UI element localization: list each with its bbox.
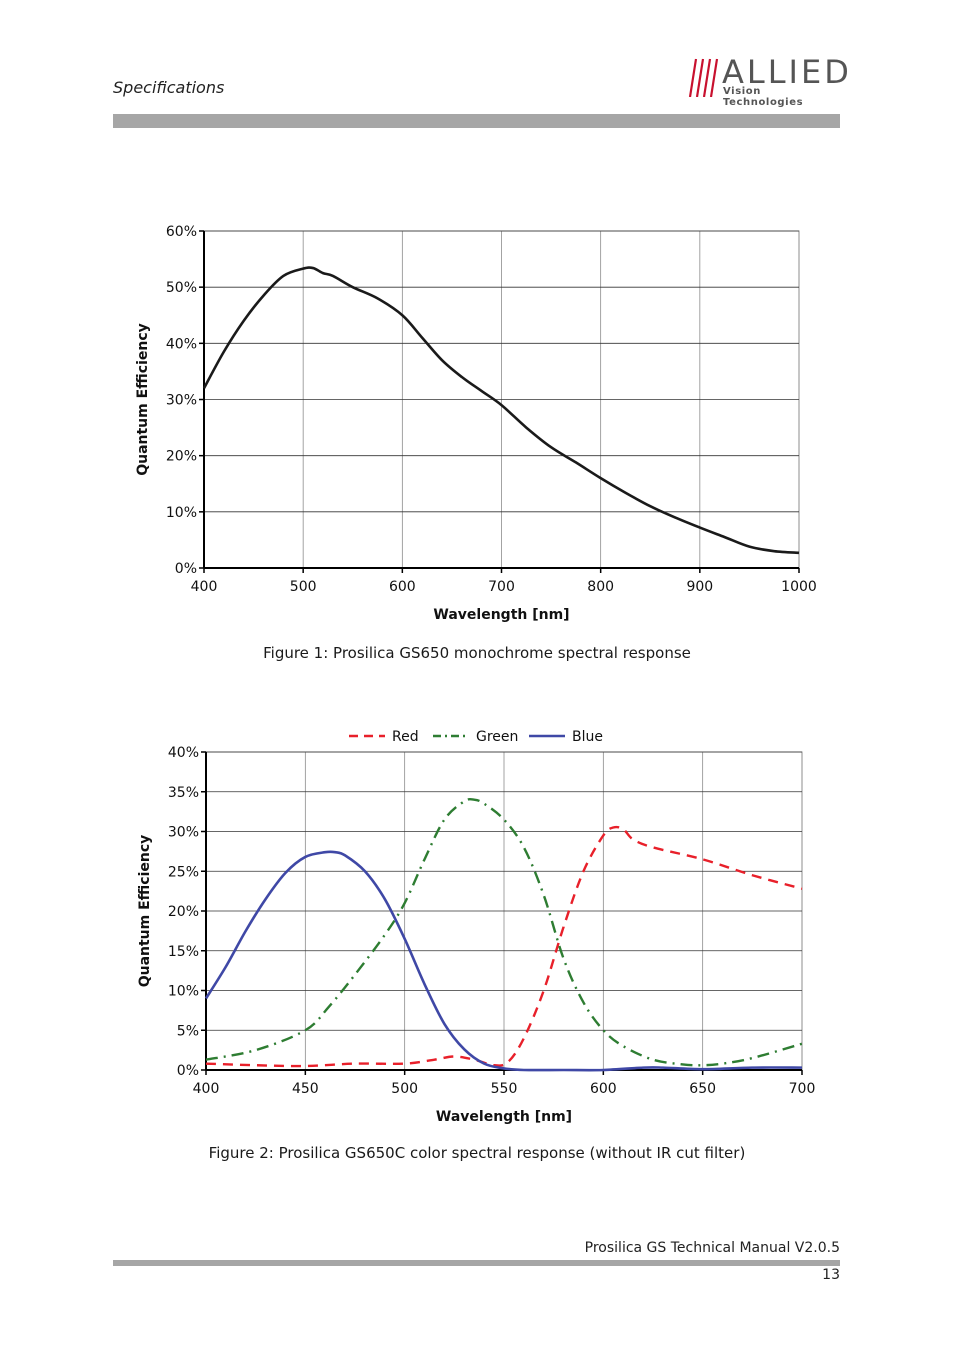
y-tick-label: 10% bbox=[166, 505, 197, 521]
y-tick-label: 20% bbox=[166, 449, 197, 465]
y-tick-label: 10% bbox=[168, 984, 199, 1000]
y-tick-label: 20% bbox=[168, 904, 199, 920]
x-tick-label: 700 bbox=[488, 579, 515, 595]
mono-spectral-chart: 0% 10% 20% 30% 40% 50% 60% 400 500 600 700 800 900 10… bbox=[135, 224, 817, 623]
figure-1-caption: Figure 1: Prosilica GS650 monochrome spe… bbox=[263, 644, 691, 662]
y-tick-label: 25% bbox=[168, 864, 199, 880]
figure-2-caption: Figure 2: Prosilica GS650C color spectra… bbox=[208, 1144, 746, 1162]
x-axis-title: Wavelength [nm] bbox=[436, 1109, 572, 1125]
y-tick-label: 30% bbox=[168, 825, 199, 841]
footer-manual-title: Prosilica GS Technical Manual V2.0.5 bbox=[584, 1240, 840, 1256]
section-title: Specifications bbox=[113, 78, 225, 97]
y-tick-label: 35% bbox=[168, 785, 199, 801]
y-tick-label: 0% bbox=[177, 1063, 199, 1079]
company-logo: ALLIED Vision Technologies bbox=[682, 55, 849, 108]
logo-subtitle: Vision Technologies bbox=[723, 86, 804, 108]
y-axis-title: Quantum Efficiency bbox=[137, 835, 153, 988]
y-tick-label: 40% bbox=[166, 336, 197, 352]
logo-name: ALLIED bbox=[722, 53, 852, 91]
legend-label-green: Green bbox=[476, 729, 518, 745]
header-divider bbox=[113, 114, 840, 128]
series-line-red bbox=[205, 825, 803, 1068]
color-spectral-chart: 0% 5% 10% 15% 20% 25% 30% 35% 40% 400 450 500 550 600… bbox=[137, 729, 816, 1125]
y-tick-label: 60% bbox=[166, 224, 197, 240]
y-tick-label: 15% bbox=[168, 944, 199, 960]
page-number: 13 bbox=[822, 1267, 840, 1283]
series-line-blue bbox=[204, 850, 803, 1072]
y-tick-label: 5% bbox=[177, 1023, 199, 1039]
y-tick-label: 0% bbox=[175, 561, 197, 577]
legend-label-red: Red bbox=[392, 729, 419, 745]
x-tick-label: 650 bbox=[689, 1081, 716, 1097]
x-tick-label: 900 bbox=[686, 579, 713, 595]
series-line-0 bbox=[202, 266, 800, 555]
x-tick-label: 400 bbox=[191, 579, 218, 595]
series-line-green bbox=[205, 797, 803, 1067]
x-axis-title: Wavelength [nm] bbox=[433, 607, 569, 623]
x-tick-label: 800 bbox=[587, 579, 614, 595]
y-tick-label: 40% bbox=[168, 745, 199, 761]
x-tick-label: 500 bbox=[391, 1081, 418, 1097]
y-axis-title: Quantum Efficiency bbox=[135, 323, 151, 476]
x-tick-label: 400 bbox=[193, 1081, 220, 1097]
y-tick-label: 50% bbox=[166, 280, 197, 296]
y-tick-label: 30% bbox=[166, 393, 197, 409]
footer-divider bbox=[113, 1260, 840, 1266]
x-tick-label: 600 bbox=[389, 579, 416, 595]
x-tick-label: 1000 bbox=[781, 579, 817, 595]
x-tick-label: 550 bbox=[491, 1081, 518, 1097]
x-tick-label: 600 bbox=[590, 1081, 617, 1097]
legend-label-blue: Blue bbox=[572, 729, 603, 745]
x-tick-label: 700 bbox=[789, 1081, 816, 1097]
x-tick-label: 450 bbox=[292, 1081, 319, 1097]
x-tick-label: 500 bbox=[290, 579, 317, 595]
logo-slashes-icon bbox=[688, 58, 719, 97]
